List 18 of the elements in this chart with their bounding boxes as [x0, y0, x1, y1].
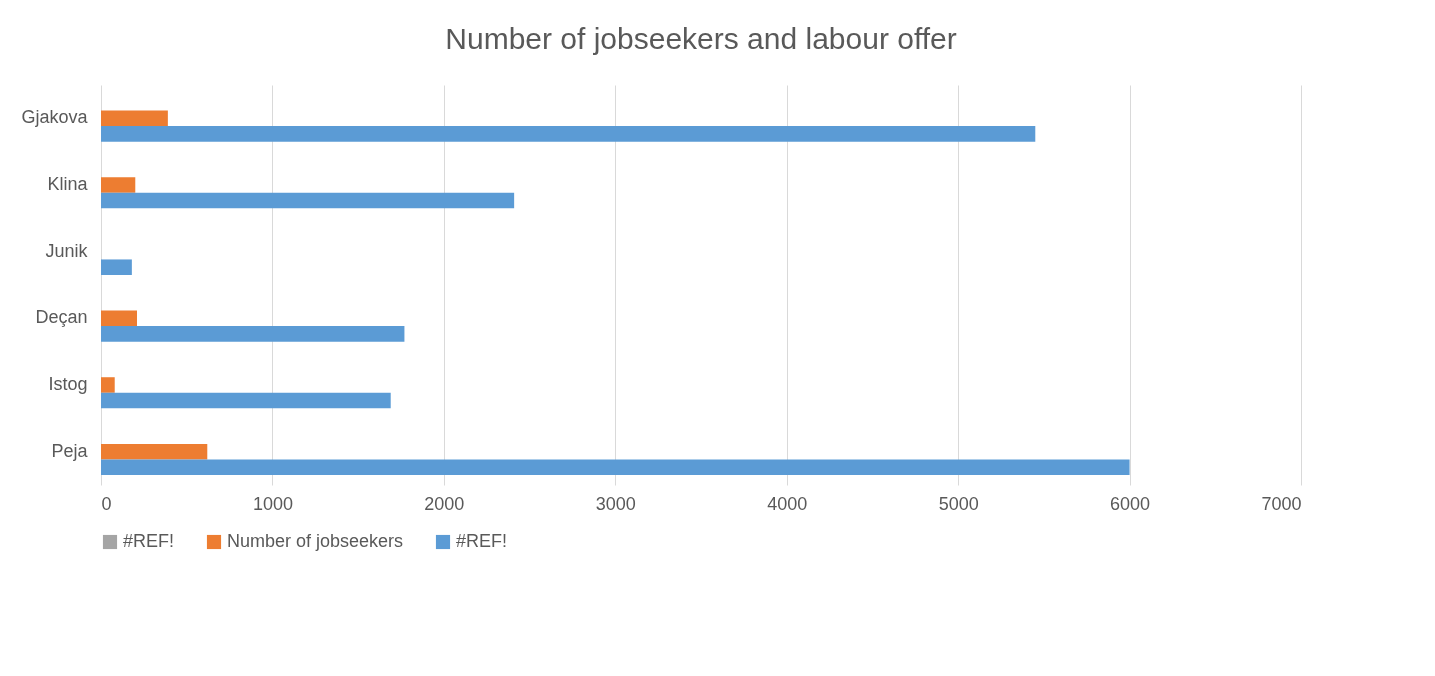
x-tick-label: 2000 [424, 493, 465, 514]
y-tick-label: Istog [48, 374, 88, 394]
x-tick-label: 0 [101, 493, 112, 514]
legend-label: Number of jobseekers [227, 531, 404, 551]
x-tick-label: 3000 [595, 493, 636, 514]
y-tick-label: Gjakova [21, 107, 89, 128]
y-tick-label: Deçan [35, 307, 88, 328]
x-tick-label: 6000 [1110, 493, 1151, 514]
x-tick-label: 1000 [252, 493, 293, 514]
x-tick-label: 4000 [767, 493, 808, 514]
legend-label: #REF! [123, 531, 175, 551]
y-tick-label: Peja [51, 440, 89, 461]
chart-title: Number of jobseekers and labour offer [445, 22, 957, 55]
x-tick-label: 7000 [1261, 493, 1302, 514]
x-tick-label: 5000 [938, 493, 979, 514]
y-tick-label: Klina [47, 174, 89, 194]
y-tick-label: Junik [45, 240, 89, 261]
legend-label: #REF! [456, 531, 508, 551]
